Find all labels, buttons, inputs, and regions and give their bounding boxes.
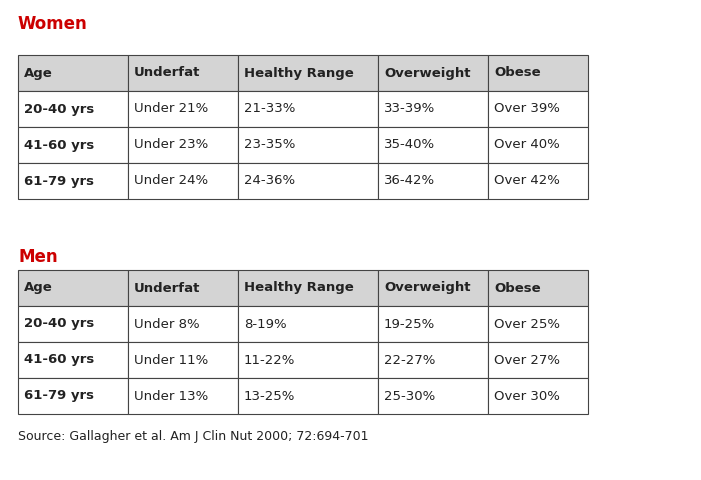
Text: 33-39%: 33-39% (384, 103, 435, 116)
Bar (378, 127, 488, 163)
Text: 36-42%: 36-42% (384, 175, 435, 188)
Bar (238, 55, 378, 91)
Text: Age: Age (24, 67, 53, 80)
Bar (128, 91, 238, 127)
Bar (238, 306, 378, 342)
Text: Over 40%: Over 40% (494, 139, 560, 152)
Text: 35-40%: 35-40% (384, 139, 435, 152)
Text: Under 8%: Under 8% (134, 317, 200, 331)
Bar (18, 91, 128, 127)
Bar (238, 163, 378, 199)
Text: Women: Women (18, 15, 88, 33)
Text: Overweight: Overweight (384, 281, 470, 295)
Bar (378, 378, 488, 414)
Text: 61-79 yrs: 61-79 yrs (24, 175, 94, 188)
Bar (488, 342, 588, 378)
Bar (18, 342, 128, 378)
Bar (128, 55, 238, 91)
Text: 20-40 yrs: 20-40 yrs (24, 317, 94, 331)
Text: Healthy Range: Healthy Range (244, 281, 354, 295)
Text: 23-35%: 23-35% (244, 139, 295, 152)
Bar (18, 55, 128, 91)
Bar (488, 306, 588, 342)
Text: Underfat: Underfat (134, 67, 200, 80)
Text: 19-25%: 19-25% (384, 317, 435, 331)
Bar (488, 378, 588, 414)
Bar (238, 378, 378, 414)
Bar (378, 91, 488, 127)
Text: Underfat: Underfat (134, 281, 200, 295)
Text: Men: Men (18, 248, 57, 266)
Bar (488, 127, 588, 163)
Bar (128, 378, 238, 414)
Bar (238, 91, 378, 127)
Bar (18, 306, 128, 342)
Text: 22-27%: 22-27% (384, 353, 435, 367)
Text: Under 21%: Under 21% (134, 103, 208, 116)
Text: Over 27%: Over 27% (494, 353, 560, 367)
Text: Overweight: Overweight (384, 67, 470, 80)
Bar (238, 127, 378, 163)
Text: 8-19%: 8-19% (244, 317, 287, 331)
Text: 41-60 yrs: 41-60 yrs (24, 139, 94, 152)
Bar (128, 163, 238, 199)
Text: Over 25%: Over 25% (494, 317, 560, 331)
Bar (238, 270, 378, 306)
Bar (488, 91, 588, 127)
Text: Source: Gallagher et al. Am J Clin Nut 2000; 72:694-701: Source: Gallagher et al. Am J Clin Nut 2… (18, 430, 369, 443)
Text: 20-40 yrs: 20-40 yrs (24, 103, 94, 116)
Text: Under 24%: Under 24% (134, 175, 208, 188)
Bar (18, 163, 128, 199)
Text: Obese: Obese (494, 281, 540, 295)
Bar (378, 270, 488, 306)
Bar (128, 342, 238, 378)
Bar (128, 270, 238, 306)
Text: 61-79 yrs: 61-79 yrs (24, 389, 94, 403)
Text: 13-25%: 13-25% (244, 389, 295, 403)
Text: Under 11%: Under 11% (134, 353, 208, 367)
Bar (378, 342, 488, 378)
Bar (378, 163, 488, 199)
Bar (128, 306, 238, 342)
Bar (18, 270, 128, 306)
Text: Age: Age (24, 281, 53, 295)
Text: Over 39%: Over 39% (494, 103, 560, 116)
Text: Healthy Range: Healthy Range (244, 67, 354, 80)
Bar (18, 127, 128, 163)
Text: 21-33%: 21-33% (244, 103, 295, 116)
Bar (488, 163, 588, 199)
Text: Under 23%: Under 23% (134, 139, 208, 152)
Text: Obese: Obese (494, 67, 540, 80)
Bar (128, 127, 238, 163)
Text: Over 42%: Over 42% (494, 175, 560, 188)
Bar (378, 306, 488, 342)
Text: Over 30%: Over 30% (494, 389, 560, 403)
Bar (238, 342, 378, 378)
Text: 24-36%: 24-36% (244, 175, 295, 188)
Text: 25-30%: 25-30% (384, 389, 435, 403)
Text: 11-22%: 11-22% (244, 353, 295, 367)
Text: 41-60 yrs: 41-60 yrs (24, 353, 94, 367)
Text: Under 13%: Under 13% (134, 389, 208, 403)
Bar (488, 55, 588, 91)
Bar (488, 270, 588, 306)
Bar (18, 378, 128, 414)
Bar (378, 55, 488, 91)
